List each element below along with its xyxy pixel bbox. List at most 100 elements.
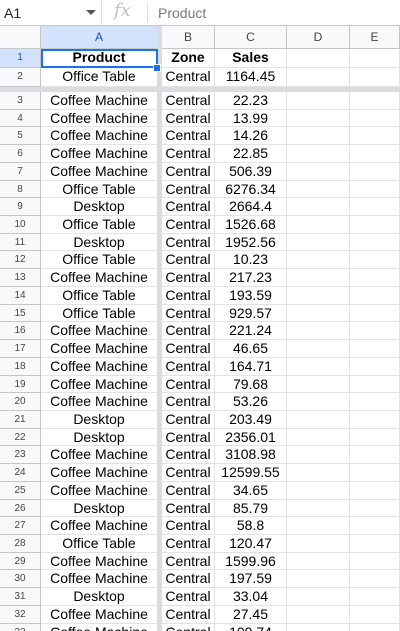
row-header[interactable]: 17: [0, 340, 41, 358]
empty-cell[interactable]: [287, 605, 350, 624]
empty-cell[interactable]: [350, 233, 400, 252]
empty-cell[interactable]: [287, 357, 350, 376]
product-cell[interactable]: Coffee Machine: [41, 375, 158, 394]
sales-cell[interactable]: 1526.68: [215, 216, 287, 234]
product-cell[interactable]: Coffee Machine: [41, 145, 158, 163]
product-cell[interactable]: Office Table: [41, 304, 158, 323]
sales-cell[interactable]: 14.26: [215, 127, 287, 146]
zone-cell[interactable]: Central: [162, 216, 215, 234]
product-cell[interactable]: Coffee Machine: [41, 517, 158, 535]
empty-cell[interactable]: [287, 233, 350, 252]
sales-cell[interactable]: 3108.98: [215, 446, 287, 465]
zone-cell[interactable]: Central: [162, 322, 215, 341]
empty-cell[interactable]: [350, 92, 400, 110]
zone-cell[interactable]: Central: [162, 357, 215, 376]
product-cell[interactable]: Coffee Machine: [41, 269, 158, 287]
empty-cell[interactable]: [287, 145, 350, 163]
empty-cell[interactable]: [287, 216, 350, 234]
empty-cell[interactable]: [350, 251, 400, 270]
row-header[interactable]: 10: [0, 216, 41, 234]
column-header-b[interactable]: B: [162, 26, 215, 49]
zone-cell[interactable]: Central: [162, 251, 215, 270]
empty-cell[interactable]: [287, 570, 350, 589]
product-cell[interactable]: Coffee Machine: [41, 570, 158, 589]
row-header[interactable]: 14: [0, 286, 41, 305]
zone-cell[interactable]: Central: [162, 127, 215, 146]
zone-cell[interactable]: Central: [162, 180, 215, 199]
row-header[interactable]: 23: [0, 446, 41, 465]
sales-cell[interactable]: 27.45: [215, 605, 287, 624]
zone-cell[interactable]: Central: [162, 145, 215, 163]
zone-cell[interactable]: Central: [162, 92, 215, 110]
row-header[interactable]: 13: [0, 269, 41, 287]
empty-cell[interactable]: [350, 109, 400, 128]
sales-cell[interactable]: 221.24: [215, 322, 287, 341]
sales-cell[interactable]: 2356.01: [215, 428, 287, 447]
sales-cell[interactable]: 13.99: [215, 109, 287, 128]
product-cell[interactable]: Coffee Machine: [41, 127, 158, 146]
row-header[interactable]: 3: [0, 92, 41, 110]
empty-cell[interactable]: [287, 109, 350, 128]
empty-cell[interactable]: [287, 322, 350, 341]
product-cell[interactable]: Coffee Machine: [41, 605, 158, 624]
zone-cell[interactable]: Central: [162, 588, 215, 606]
row-header[interactable]: 1: [0, 49, 41, 68]
row-header[interactable]: 7: [0, 162, 41, 181]
product-cell[interactable]: Desktop: [41, 198, 158, 217]
empty-cell[interactable]: [287, 340, 350, 358]
empty-cell[interactable]: [287, 499, 350, 518]
zone-cell[interactable]: Central: [162, 198, 215, 217]
zone-cell[interactable]: Central: [162, 605, 215, 624]
header-sales[interactable]: Sales: [215, 49, 287, 68]
zone-cell[interactable]: Central: [162, 109, 215, 128]
zone-cell[interactable]: Central: [162, 499, 215, 518]
empty-cell[interactable]: [350, 145, 400, 163]
zone-cell[interactable]: Central: [162, 68, 215, 87]
product-cell[interactable]: Coffee Machine: [41, 322, 158, 341]
empty-cell[interactable]: [287, 269, 350, 287]
empty-cell[interactable]: [287, 92, 350, 110]
empty-cell[interactable]: [287, 588, 350, 606]
empty-cell[interactable]: [287, 428, 350, 447]
zone-cell[interactable]: Central: [162, 340, 215, 358]
sales-cell[interactable]: 22.23: [215, 92, 287, 110]
empty-cell[interactable]: [350, 127, 400, 146]
product-cell[interactable]: Coffee Machine: [41, 109, 158, 128]
row-header[interactable]: 33: [0, 623, 41, 631]
empty-cell[interactable]: [350, 162, 400, 181]
empty-cell[interactable]: [350, 464, 400, 482]
zone-cell[interactable]: Central: [162, 552, 215, 571]
sales-cell[interactable]: 506.39: [215, 162, 287, 181]
row-header[interactable]: 16: [0, 322, 41, 341]
row-header[interactable]: 30: [0, 570, 41, 589]
column-header-a[interactable]: A: [41, 26, 158, 49]
column-header-e[interactable]: E: [350, 26, 400, 49]
empty-cell[interactable]: [287, 49, 350, 68]
empty-cell[interactable]: [350, 605, 400, 624]
row-header[interactable]: 20: [0, 393, 41, 411]
product-cell[interactable]: Coffee Machine: [41, 340, 158, 358]
fill-handle[interactable]: [153, 64, 161, 72]
empty-cell[interactable]: [287, 127, 350, 146]
empty-cell[interactable]: [287, 552, 350, 571]
zone-cell[interactable]: Central: [162, 233, 215, 252]
row-header[interactable]: 2: [0, 68, 41, 87]
empty-cell[interactable]: [350, 198, 400, 217]
product-cell[interactable]: Desktop: [41, 588, 158, 606]
name-box[interactable]: A1: [0, 0, 102, 25]
formula-input[interactable]: Product: [158, 5, 207, 21]
sales-cell[interactable]: 22.85: [215, 145, 287, 163]
empty-cell[interactable]: [350, 446, 400, 465]
empty-cell[interactable]: [350, 49, 400, 68]
empty-cell[interactable]: [350, 357, 400, 376]
sales-cell[interactable]: 217.23: [215, 269, 287, 287]
column-freeze-bar[interactable]: [157, 26, 162, 631]
row-header[interactable]: 24: [0, 464, 41, 482]
empty-cell[interactable]: [287, 304, 350, 323]
empty-cell[interactable]: [287, 623, 350, 631]
row-header[interactable]: 27: [0, 517, 41, 535]
zone-cell[interactable]: Central: [162, 162, 215, 181]
product-cell[interactable]: Office Table: [41, 286, 158, 305]
product-cell[interactable]: Coffee Machine: [41, 162, 158, 181]
empty-cell[interactable]: [350, 535, 400, 553]
